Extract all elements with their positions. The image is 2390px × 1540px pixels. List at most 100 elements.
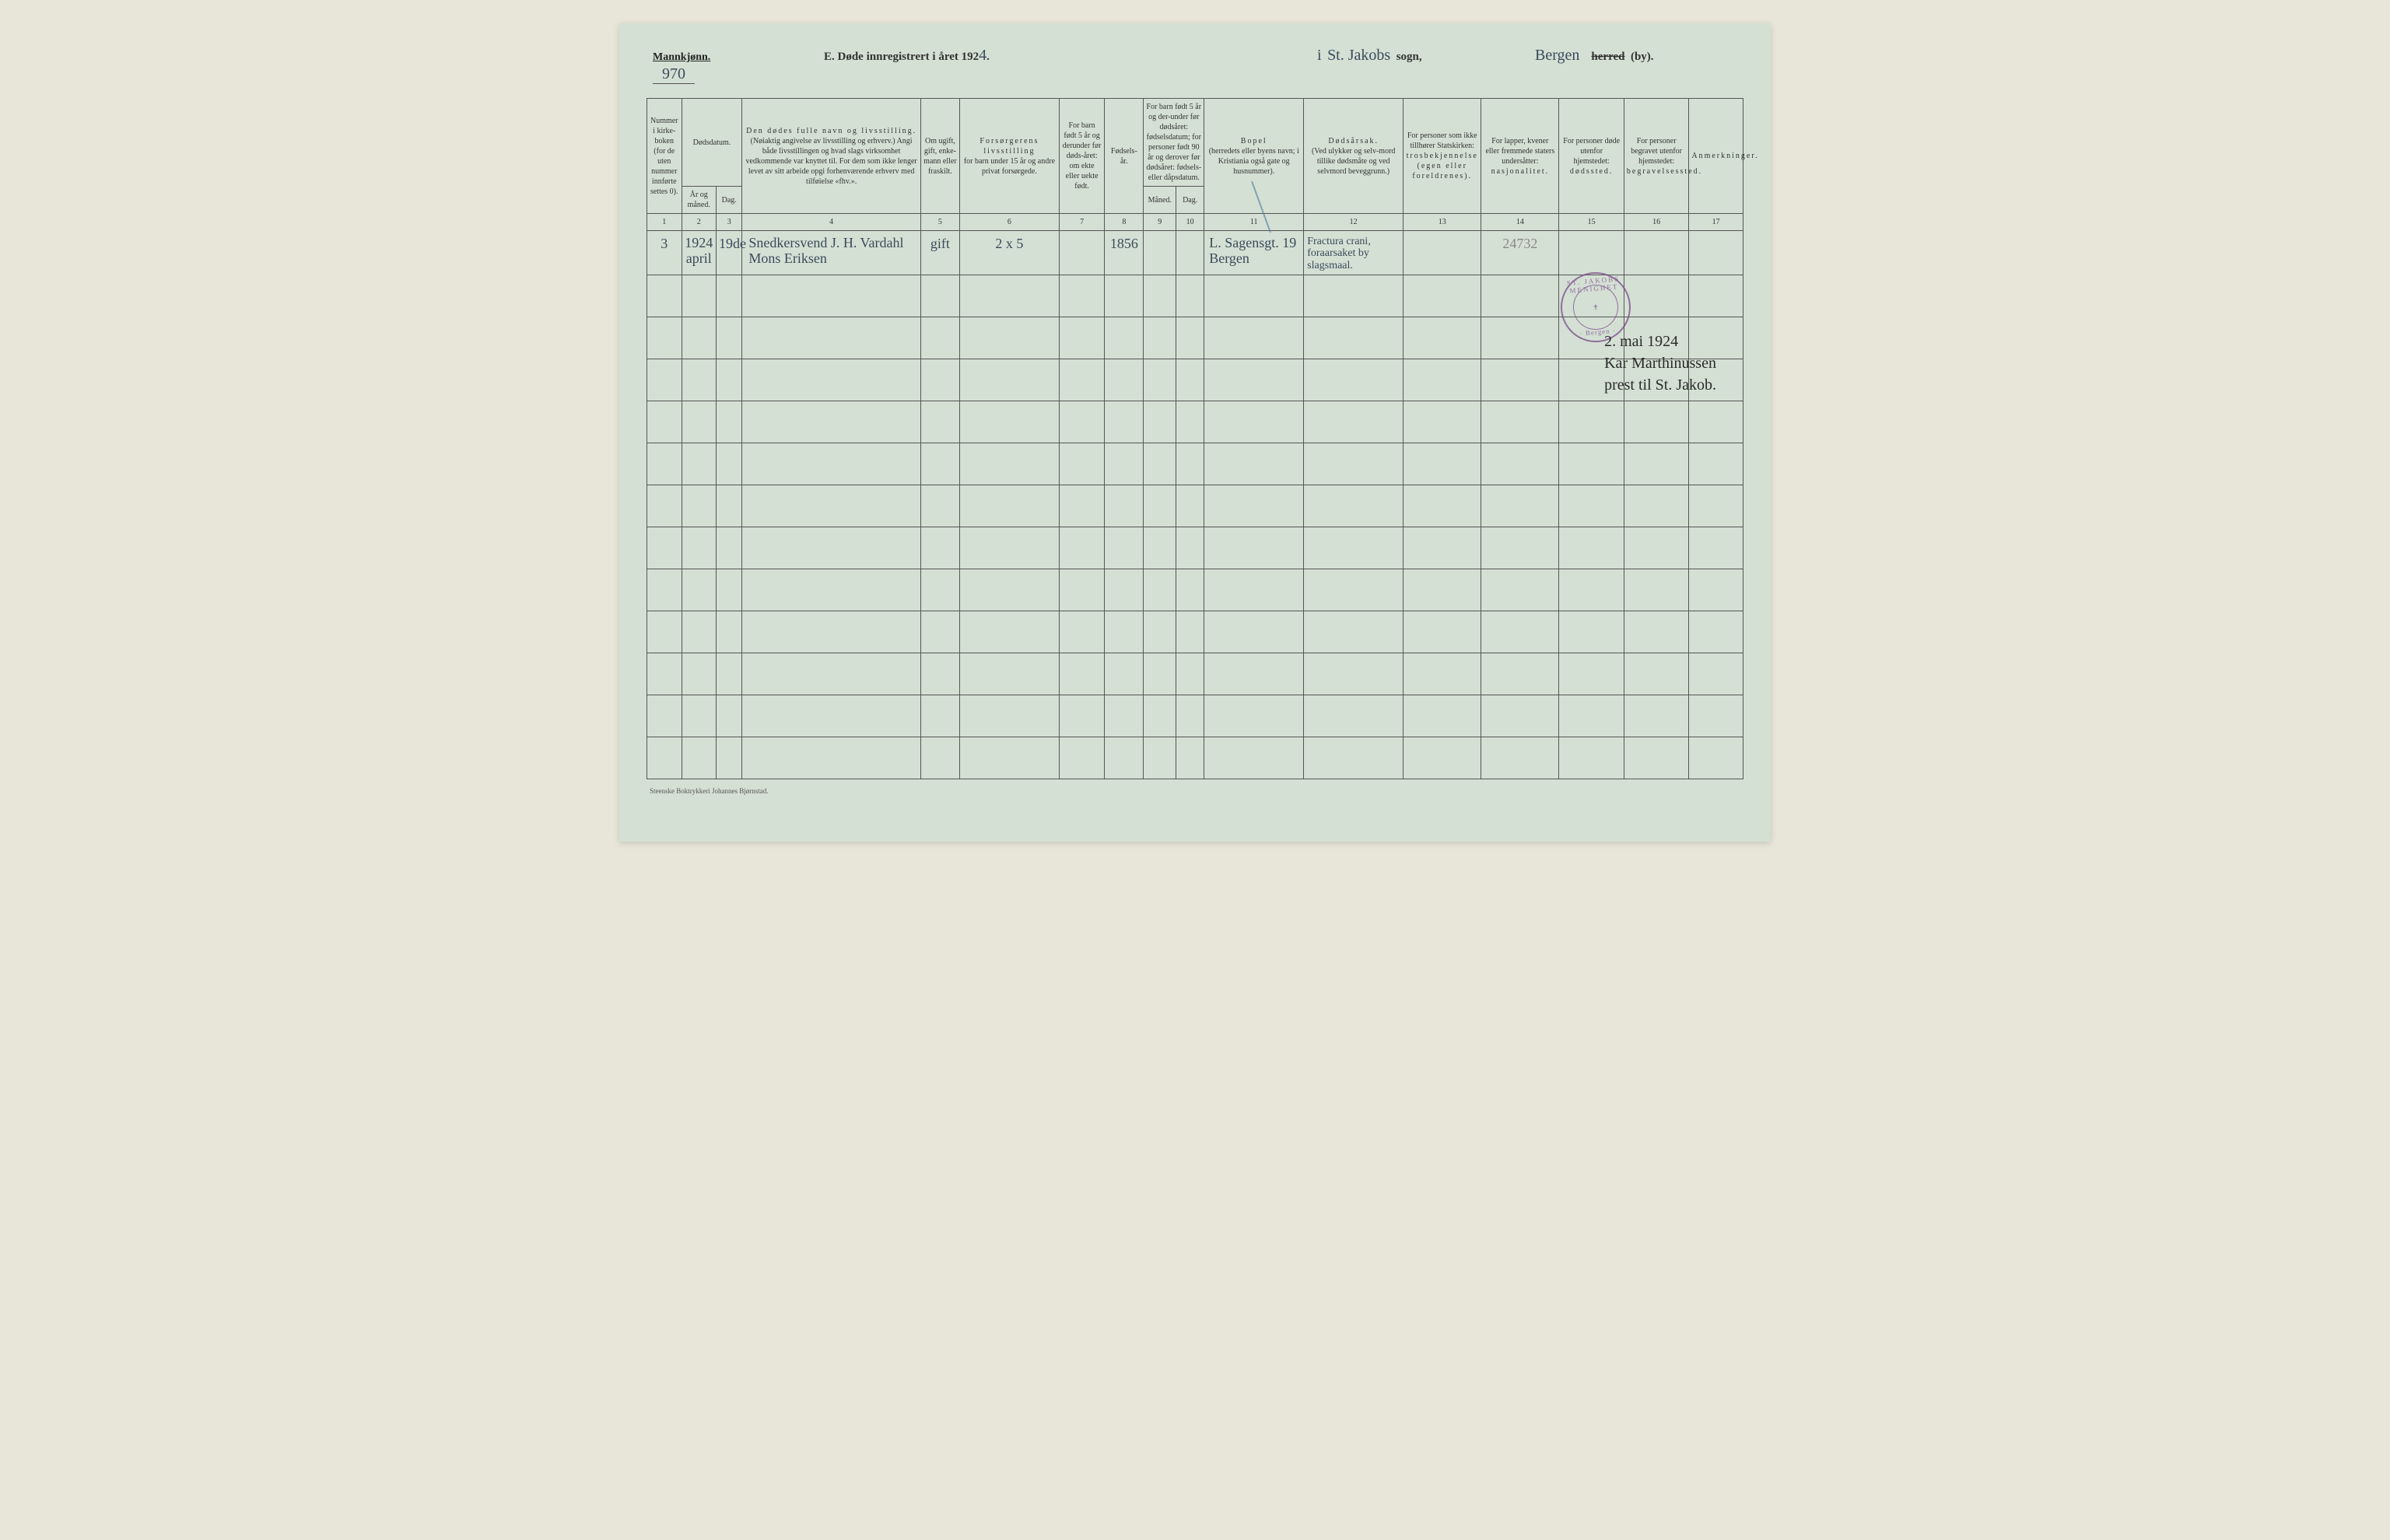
empty-cell bbox=[1559, 695, 1624, 737]
empty-cell bbox=[1176, 317, 1204, 359]
empty-cell bbox=[742, 359, 921, 401]
empty-cell bbox=[1105, 695, 1144, 737]
empty-cell bbox=[1481, 527, 1559, 569]
empty-cell bbox=[920, 653, 959, 695]
col-header-1: Nummer i kirke-boken (for de uten nummer… bbox=[647, 99, 682, 214]
table-row: 3 1924 april 19de Snedkersvend J. H. Var… bbox=[647, 231, 1743, 275]
empty-cell bbox=[742, 569, 921, 611]
empty-cell bbox=[1144, 359, 1176, 401]
empty-cell bbox=[1176, 653, 1204, 695]
empty-cell bbox=[1176, 695, 1204, 737]
empty-cell bbox=[1689, 695, 1743, 737]
empty-cell bbox=[1624, 695, 1688, 737]
empty-cell bbox=[920, 359, 959, 401]
title: E. Døde innregistrert i året 1924. bbox=[746, 47, 1317, 65]
col-header-9-10-group: For barn født 5 år og der-under før døds… bbox=[1144, 99, 1204, 187]
empty-cell bbox=[1304, 275, 1404, 317]
parish-prefix: i bbox=[1317, 47, 1322, 64]
empty-cell bbox=[1059, 611, 1104, 653]
empty-cell bbox=[682, 401, 717, 443]
col14-main: For lapper, kvener eller fremmede stater… bbox=[1485, 137, 1554, 166]
empty-cell bbox=[1144, 569, 1176, 611]
page-number: 970 bbox=[653, 65, 695, 84]
signature-date: 2. mai 1924 bbox=[1604, 331, 1716, 352]
cell-13 bbox=[1404, 231, 1481, 275]
empty-cell bbox=[959, 359, 1059, 401]
table-row bbox=[647, 401, 1743, 443]
coln-16: 16 bbox=[1624, 214, 1688, 231]
empty-cell bbox=[742, 401, 921, 443]
empty-cell bbox=[742, 275, 921, 317]
empty-cell bbox=[1624, 401, 1688, 443]
empty-cell bbox=[959, 443, 1059, 485]
col-header-7: For barn født 5 år og derunder før døds-… bbox=[1059, 99, 1104, 214]
empty-cell bbox=[647, 317, 682, 359]
empty-cell bbox=[647, 737, 682, 779]
coln-13: 13 bbox=[1404, 214, 1481, 231]
empty-cell bbox=[1204, 527, 1304, 569]
empty-cell bbox=[1204, 695, 1304, 737]
coln-12: 12 bbox=[1304, 214, 1404, 231]
empty-cell bbox=[682, 737, 717, 779]
register-page: Mannkjønn. 970 E. Døde innregistrert i å… bbox=[619, 23, 1771, 842]
empty-cell bbox=[1105, 275, 1144, 317]
cell-16 bbox=[1624, 231, 1688, 275]
empty-cell bbox=[647, 443, 682, 485]
empty-cell bbox=[647, 485, 682, 527]
empty-cell bbox=[1624, 737, 1688, 779]
empty-cell bbox=[1105, 401, 1144, 443]
col11-main: Bopel bbox=[1241, 137, 1267, 145]
empty-cell bbox=[1176, 527, 1204, 569]
table-row bbox=[647, 737, 1743, 779]
empty-cell bbox=[1404, 443, 1481, 485]
city-name: Bergen bbox=[1535, 47, 1579, 64]
col-header-2-group: Dødsdatum. bbox=[682, 99, 742, 187]
empty-cell bbox=[717, 527, 742, 569]
title-period: . bbox=[986, 51, 990, 63]
cell-10 bbox=[1176, 231, 1204, 275]
cell-marital: gift bbox=[920, 231, 959, 275]
empty-cell bbox=[1689, 569, 1743, 611]
empty-cell bbox=[1204, 443, 1304, 485]
city-block: Bergen herred (by). bbox=[1535, 47, 1737, 65]
empty-cell bbox=[959, 275, 1059, 317]
table-head: Nummer i kirke-boken (for de uten nummer… bbox=[647, 99, 1743, 231]
empty-cell bbox=[1059, 569, 1104, 611]
empty-cell bbox=[1304, 653, 1404, 695]
register-table: Nummer i kirke-boken (for de uten nummer… bbox=[647, 98, 1743, 779]
empty-cell bbox=[1105, 443, 1144, 485]
empty-cell bbox=[647, 569, 682, 611]
empty-cell bbox=[1105, 527, 1144, 569]
cell-day: 19de bbox=[717, 231, 742, 275]
coln-5: 5 bbox=[920, 214, 959, 231]
cell-name: Snedkersvend J. H. Vardahl Mons Eriksen bbox=[742, 231, 921, 275]
col-header-13: For personer som ikke tillhører Statskir… bbox=[1404, 99, 1481, 214]
empty-cell bbox=[1559, 569, 1624, 611]
empty-cell bbox=[647, 275, 682, 317]
col13-sub: trosbekjennelse (egen eller foreldrenes)… bbox=[1407, 152, 1478, 180]
col6-sub: for barn under 15 år og andre privat for… bbox=[964, 157, 1055, 176]
coln-1: 1 bbox=[647, 214, 682, 231]
empty-cell bbox=[742, 737, 921, 779]
empty-cell bbox=[742, 443, 921, 485]
empty-cell bbox=[1404, 401, 1481, 443]
coln-17: 17 bbox=[1689, 214, 1743, 231]
empty-cell bbox=[1689, 443, 1743, 485]
empty-cell bbox=[1304, 695, 1404, 737]
empty-cell bbox=[1624, 527, 1688, 569]
empty-cell bbox=[682, 569, 717, 611]
col-header-10: Dag. bbox=[1176, 187, 1204, 214]
empty-cell bbox=[1481, 737, 1559, 779]
empty-cell bbox=[717, 359, 742, 401]
table-row bbox=[647, 443, 1743, 485]
printer-footer: Steenske Boktrykkeri Johannes Bjørnstad. bbox=[647, 787, 1743, 795]
city-strike: herred bbox=[1591, 51, 1624, 63]
table-row bbox=[647, 359, 1743, 401]
empty-cell bbox=[1144, 275, 1176, 317]
cell-9 bbox=[1144, 231, 1176, 275]
empty-cell bbox=[1059, 737, 1104, 779]
col6-main: Forsørgerens livsstilling bbox=[979, 137, 1039, 156]
empty-cell bbox=[1481, 569, 1559, 611]
col-header-11: Bopel (herredets eller byens navn; i Kri… bbox=[1204, 99, 1304, 214]
empty-cell bbox=[1204, 359, 1304, 401]
